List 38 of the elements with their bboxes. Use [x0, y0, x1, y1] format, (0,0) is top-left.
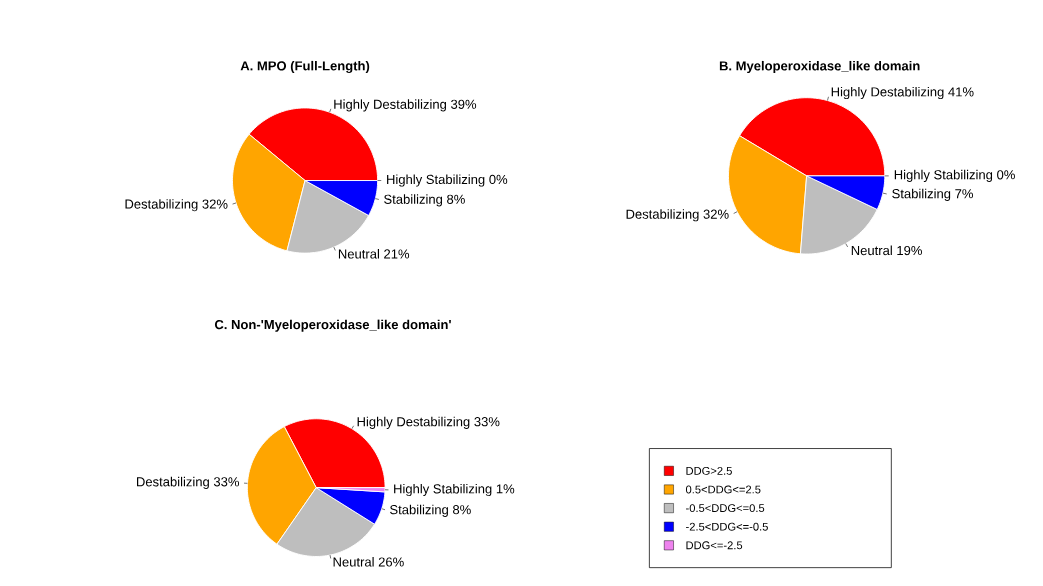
- data-label: 32%: [202, 199, 228, 209]
- data-label: 41%: [948, 87, 974, 97]
- slice-label: Highly Destabilizing: [357, 416, 470, 429]
- slice-label: Stabilizing: [390, 504, 448, 517]
- data-label: 33%: [474, 416, 500, 427]
- chart-title: C. Non-'Myeloperoxidase_like domain': [214, 319, 451, 332]
- category-label: 0.5<DDG<=2.5: [685, 485, 761, 494]
- slice-label: Neutral: [338, 248, 379, 259]
- category-label: -2.5<DDG<=-0.5: [686, 522, 768, 531]
- slice-label: Neutral: [851, 245, 892, 255]
- slice-label: Destabilizing: [626, 209, 699, 222]
- slice-label: Destabilizing: [125, 199, 198, 212]
- category-label: DDG>2.5: [686, 466, 732, 475]
- data-label: 8%: [453, 504, 471, 515]
- data-label: 32%: [703, 209, 729, 219]
- chart-title: A. MPO (Full-Length): [240, 60, 370, 73]
- text: 0%: [997, 170, 1015, 180]
- slice-label: Highly Destabilizing: [334, 99, 447, 112]
- legend-label: Highly Stabilizing: [894, 169, 993, 182]
- category-label: -0.5<DDG<=0.5: [686, 504, 765, 512]
- slice-label: Highly Stabilizing: [394, 483, 492, 496]
- category-label: DDG<=-2.5: [686, 541, 743, 550]
- data-label: 7%: [955, 189, 973, 199]
- slice-label: Stabilizing: [892, 188, 951, 201]
- legend-label: Highly Stabilizing: [387, 174, 485, 187]
- data-label: 19%: [897, 245, 922, 255]
- data-label: 26%: [378, 557, 404, 567]
- data-label: 33%: [213, 477, 240, 487]
- data-label: 1%: [496, 484, 515, 494]
- chart-title: B. Myeloperoxidase_like domain: [719, 60, 920, 73]
- slice-label: Highly Destabilizing: [831, 86, 944, 99]
- data-label: 21%: [384, 249, 410, 259]
- slice-label: Stabilizing: [384, 194, 443, 207]
- data-label: 8%: [447, 194, 465, 204]
- slice-label: Neutral: [333, 556, 374, 567]
- text: 0%: [489, 174, 508, 184]
- data-label: 39%: [451, 99, 477, 109]
- slice-label: Destabilizing: [137, 476, 209, 489]
